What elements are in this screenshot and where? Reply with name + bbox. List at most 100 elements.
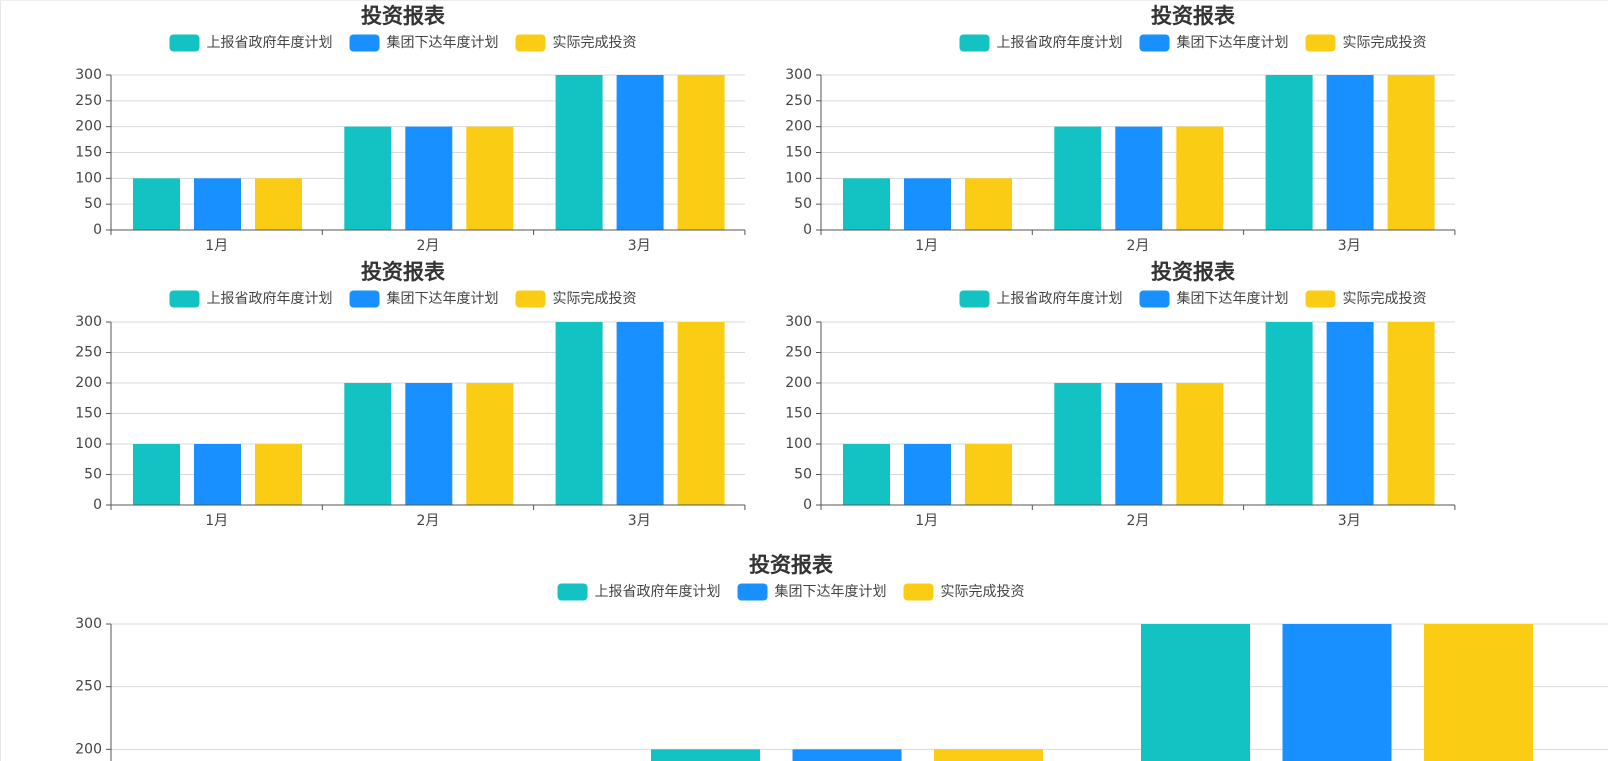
legend-label: 实际完成投资 [1343, 291, 1427, 307]
y-tick-label: 0 [803, 497, 812, 513]
legend-swatch [1305, 34, 1336, 52]
y-tick-label: 50 [84, 467, 102, 483]
bar [677, 75, 725, 230]
bar [1326, 75, 1374, 230]
legend-item[interactable]: 实际完成投资 [515, 290, 637, 308]
legend-item[interactable]: 集团下达年度计划 [349, 34, 499, 52]
bar [405, 383, 453, 505]
legend-label: 上报省政府年度计划 [595, 584, 721, 600]
chart-legend: 上报省政府年度计划 集团下达年度计划 实际完成投资 [169, 290, 637, 308]
bar [1265, 322, 1313, 505]
bar [843, 178, 890, 230]
legend-item[interactable]: 实际完成投资 [1305, 290, 1427, 308]
x-tick-label: 1月 [915, 238, 938, 254]
bar [133, 178, 180, 230]
chart-title: 投资报表 [749, 553, 834, 577]
chart-title: 投资报表 [1151, 260, 1236, 284]
legend-item[interactable]: 集团下达年度计划 [1139, 290, 1289, 308]
legend-swatch [1305, 290, 1336, 308]
y-tick-label: 150 [75, 406, 102, 422]
legend-swatch [1139, 290, 1170, 308]
left-border [0, 0, 1, 761]
legend-label: 上报省政府年度计划 [207, 291, 333, 307]
legend-swatch [1139, 34, 1170, 52]
y-tick-label: 250 [75, 93, 102, 109]
bar [344, 383, 392, 505]
bar [1265, 75, 1313, 230]
legend-label: 集团下达年度计划 [387, 34, 499, 51]
y-tick-label: 200 [75, 375, 102, 391]
y-tick-label: 50 [794, 196, 812, 212]
bar [405, 126, 453, 230]
bar [466, 383, 514, 505]
legend-item[interactable]: 上报省政府年度计划 [169, 34, 333, 52]
bar [616, 322, 664, 505]
y-tick-label: 250 [75, 345, 102, 361]
y-tick-label: 200 [785, 375, 812, 391]
legend-label: 集团下达年度计划 [775, 583, 887, 600]
y-tick-label: 50 [84, 196, 102, 212]
y-tick-label: 150 [75, 145, 102, 161]
legend-item[interactable]: 上报省政府年度计划 [959, 34, 1123, 52]
y-tick-label: 200 [75, 741, 102, 757]
x-tick-label: 3月 [628, 238, 651, 254]
legend-swatch [959, 34, 990, 52]
y-tick-label: 0 [93, 222, 102, 238]
legend-swatch [349, 34, 380, 52]
legend-item[interactable]: 集团下达年度计划 [737, 583, 887, 601]
bar [255, 178, 302, 230]
x-tick-label: 3月 [628, 513, 651, 529]
bar [133, 444, 180, 505]
bar [1054, 126, 1102, 230]
legend-swatch [737, 583, 768, 601]
y-tick-label: 200 [785, 119, 812, 135]
y-tick-label: 0 [93, 497, 102, 513]
bar [677, 322, 725, 505]
y-tick-label: 300 [75, 314, 102, 330]
legend-item[interactable]: 实际完成投资 [1305, 34, 1427, 52]
bar [651, 749, 760, 761]
y-tick-label: 300 [75, 616, 102, 632]
bar [344, 126, 392, 230]
bar [904, 444, 951, 505]
legend-item[interactable]: 上报省政府年度计划 [169, 290, 333, 308]
legend-item[interactable]: 实际完成投资 [903, 583, 1025, 601]
x-tick-label: 1月 [205, 513, 228, 529]
legend-swatch [169, 290, 200, 308]
legend-item[interactable]: 集团下达年度计划 [349, 290, 499, 308]
legend-label: 集团下达年度计划 [1177, 290, 1289, 307]
chart-legend: 上报省政府年度计划 集团下达年度计划 实际完成投资 [169, 34, 637, 52]
bar [1326, 322, 1374, 505]
legend-label: 上报省政府年度计划 [207, 35, 333, 51]
bar [1115, 383, 1163, 505]
x-tick-label: 1月 [915, 513, 938, 529]
legend-swatch [959, 290, 990, 308]
legend-swatch [515, 290, 546, 308]
legend-item[interactable]: 上报省政府年度计划 [959, 290, 1123, 308]
bar [555, 322, 603, 505]
y-tick-label: 150 [785, 406, 812, 422]
bar [904, 178, 951, 230]
chart-title: 投资报表 [361, 4, 446, 28]
x-tick-label: 3月 [1338, 513, 1361, 529]
bar [1424, 624, 1533, 761]
legend-item[interactable]: 上报省政府年度计划 [557, 583, 721, 601]
legend-swatch [903, 583, 934, 601]
bar [1115, 126, 1163, 230]
y-tick-label: 250 [75, 679, 102, 695]
y-tick-label: 100 [785, 436, 812, 452]
legend-label: 上报省政府年度计划 [997, 35, 1123, 51]
legend-item[interactable]: 集团下达年度计划 [1139, 34, 1289, 52]
bar [843, 444, 890, 505]
y-tick-label: 300 [785, 314, 812, 330]
legend-item[interactable]: 实际完成投资 [515, 34, 637, 52]
bar [1387, 322, 1435, 505]
bar [1176, 126, 1224, 230]
legend-label: 集团下达年度计划 [387, 290, 499, 307]
x-tick-label: 1月 [205, 238, 228, 254]
legend-swatch [169, 34, 200, 52]
bar [616, 75, 664, 230]
